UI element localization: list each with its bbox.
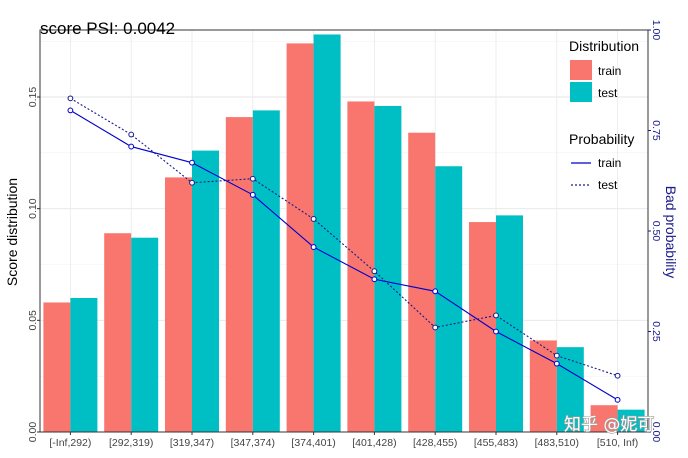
point-train-9 — [614, 396, 621, 403]
point-test-9 — [614, 372, 621, 379]
line-train — [70, 109, 618, 401]
point-test-3 — [249, 175, 256, 182]
y-right-tick-label: 0.00 — [650, 422, 662, 443]
bar-train-1 — [104, 233, 132, 432]
point-test-6 — [432, 324, 439, 331]
y-tick-label: 0.10 — [27, 198, 39, 219]
point-test-1 — [128, 131, 135, 138]
legend-train-swatch — [570, 60, 592, 80]
x-tick-label: [-Inf,292) — [49, 437, 91, 449]
bar-train-2 — [165, 177, 192, 432]
legend-line-train-label: train — [598, 156, 621, 170]
bar-test-3 — [252, 110, 280, 433]
point-test-8 — [553, 352, 560, 359]
legend: Distribution train test Probability trai… — [569, 38, 639, 192]
chart-title: score PSI: 0.0042 — [40, 19, 175, 38]
legend-line-test-label: test — [598, 178, 618, 192]
bar-train-0 — [43, 302, 71, 432]
bar-train-4 — [286, 43, 314, 433]
bar-train-3 — [225, 117, 253, 432]
bar-test-2 — [192, 150, 219, 432]
point-train-6 — [432, 288, 439, 295]
bar-test-8 — [556, 347, 584, 432]
point-train-0 — [67, 107, 74, 114]
watermark-text: 知乎 @妮可 — [564, 415, 654, 435]
legend-bars-title: Distribution — [569, 38, 639, 54]
bar-train-6 — [408, 132, 436, 432]
bar-train-7 — [469, 222, 496, 432]
legend-lines-title: Probability — [569, 131, 634, 147]
bar-test-0 — [70, 298, 98, 432]
point-train-4 — [310, 244, 317, 250]
bar-test-6 — [435, 166, 463, 432]
point-test-0 — [67, 95, 74, 102]
point-test-2 — [189, 179, 195, 186]
point-test-7 — [493, 312, 499, 319]
bar-train-8 — [529, 340, 557, 432]
x-tick-label: [319,347) — [170, 437, 214, 449]
point-train-2 — [189, 159, 195, 166]
y-right-tick-label: 0.50 — [650, 221, 662, 242]
y-axis-right-title: Bad probability — [663, 186, 679, 279]
x-tick-label: [374,401) — [291, 437, 335, 449]
legend-train-label: train — [598, 64, 621, 78]
point-train-8 — [553, 360, 560, 367]
y-right-tick-label: 0.25 — [650, 321, 662, 342]
x-tick-label: [428,455) — [413, 437, 457, 449]
y-right-tick-label: 1.00 — [650, 20, 662, 41]
y-axis-title: Score distribution — [4, 178, 20, 286]
legend-test-label: test — [598, 86, 618, 100]
line-test — [70, 97, 618, 377]
point-train-5 — [371, 276, 378, 283]
legend-test-swatch — [570, 82, 592, 102]
bar-test-7 — [496, 215, 523, 432]
y-tick-label: 0.00 — [27, 422, 39, 443]
point-train-3 — [249, 191, 256, 198]
point-test-5 — [371, 268, 378, 275]
bar-test-1 — [131, 237, 159, 432]
point-train-7 — [493, 328, 499, 335]
x-tick-label: [455,483) — [474, 437, 518, 449]
x-tick-label: [483,510) — [535, 437, 579, 449]
watermark: 知乎 @妮可 — [563, 414, 655, 435]
y-tick-label: 0.15 — [27, 87, 39, 108]
point-test-4 — [310, 216, 317, 222]
x-tick-label: [347,374) — [231, 437, 275, 449]
bar-test-4 — [313, 34, 341, 432]
y-tick-label: 0.05 — [27, 310, 39, 331]
point-train-1 — [128, 143, 135, 150]
bar-test-9 — [617, 409, 645, 432]
x-tick-label: [292,319) — [109, 437, 153, 449]
x-tick-label: [401,428) — [352, 437, 396, 449]
bar-test-5 — [374, 105, 402, 432]
y-right-tick-label: 0.75 — [650, 120, 662, 141]
bar-train-9 — [590, 405, 618, 432]
x-tick-label: [510, Inf) — [597, 437, 638, 449]
